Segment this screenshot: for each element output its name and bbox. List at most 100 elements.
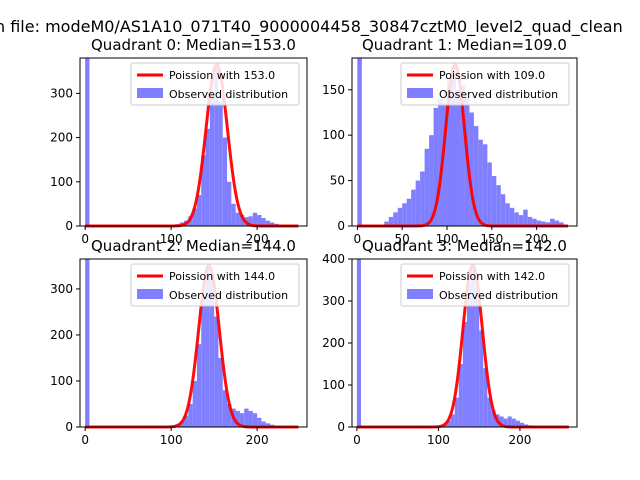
y-tick-label: 50 bbox=[330, 174, 345, 188]
y-tick-label: 0 bbox=[65, 420, 73, 434]
histogram-bar bbox=[471, 265, 476, 427]
histogram-bar bbox=[235, 410, 240, 427]
y-tick-label: 100 bbox=[322, 378, 345, 392]
histogram-bar bbox=[519, 422, 525, 427]
histogram-bar bbox=[523, 209, 528, 226]
histogram-bar bbox=[424, 148, 430, 226]
histogram-bar bbox=[201, 298, 206, 427]
histogram-bar bbox=[227, 181, 232, 226]
histogram-bar bbox=[415, 180, 421, 226]
histogram-bar bbox=[196, 344, 202, 427]
histogram-bar bbox=[491, 410, 496, 427]
histogram-bar bbox=[196, 195, 202, 226]
legend-hist-swatch bbox=[407, 88, 433, 98]
histogram-bar bbox=[447, 80, 452, 226]
y-tick-label: 100 bbox=[50, 374, 73, 388]
histogram-bar bbox=[356, 259, 361, 427]
histogram-bar bbox=[257, 417, 262, 427]
y-tick-label: 300 bbox=[322, 294, 345, 308]
histogram-bar bbox=[451, 67, 456, 226]
histogram-bar bbox=[192, 208, 197, 226]
histogram-bar bbox=[527, 216, 533, 226]
y-tick-label: 100 bbox=[322, 128, 345, 142]
y-tick-label: 300 bbox=[50, 282, 73, 296]
histogram-bar bbox=[518, 215, 524, 226]
histogram-bar bbox=[265, 423, 271, 427]
x-tick-label: 100 bbox=[436, 232, 459, 246]
histogram-bar bbox=[514, 212, 519, 226]
histogram-bar bbox=[496, 185, 501, 226]
legend: Poission with 142.0 Observed distribution bbox=[400, 263, 570, 307]
histogram-bar bbox=[475, 288, 480, 427]
x-tick-label: 100 bbox=[160, 232, 183, 246]
histogram-bar bbox=[244, 408, 249, 427]
legend: Poission with 109.0 Observed distribution bbox=[400, 62, 570, 106]
axes-frame bbox=[351, 57, 578, 227]
histogram-bar bbox=[532, 218, 537, 226]
histogram-bar bbox=[205, 128, 210, 226]
histogram-bar bbox=[500, 194, 506, 226]
histogram-bar bbox=[433, 107, 439, 226]
panel-title: Quadrant 2: Median=144.0 bbox=[91, 237, 296, 255]
legend-line-label: Poission with 142.0 bbox=[439, 270, 545, 283]
histogram-bar bbox=[446, 420, 451, 427]
histogram-bar bbox=[209, 93, 215, 227]
legend-hist-label: Observed distribution bbox=[439, 88, 558, 101]
histogram-bar bbox=[261, 218, 266, 226]
panel-quadrant-2: 0 100 200 0 100 200 300 Quadrant 2: Median=144.… bbox=[50, 237, 308, 447]
x-tick-label: 100 bbox=[427, 433, 450, 447]
histogram-bar bbox=[192, 380, 197, 427]
histogram-bar bbox=[270, 222, 275, 226]
histogram-bar bbox=[184, 415, 189, 427]
legend-hist-label: Observed distribution bbox=[169, 289, 288, 302]
histogram-bar bbox=[201, 155, 206, 226]
histogram-bar bbox=[227, 403, 232, 427]
histogram-bar bbox=[515, 420, 520, 427]
histogram-bar bbox=[458, 364, 463, 427]
legend-hist-swatch bbox=[407, 289, 433, 299]
histogram-bar bbox=[482, 144, 488, 226]
axes-frame bbox=[79, 57, 308, 227]
histogram-bar bbox=[420, 171, 425, 226]
panel-quadrant-1: 0 50 100 150 200 0 50 100 150 Quadrant 1: Median=… bbox=[322, 36, 578, 246]
histogram-bar bbox=[85, 58, 90, 226]
histogram-bar bbox=[239, 413, 245, 427]
legend-hist-swatch bbox=[137, 289, 163, 299]
legend-line-label: Poission with 153.0 bbox=[169, 69, 275, 82]
histogram-bar bbox=[252, 212, 258, 226]
x-tick-label: 200 bbox=[508, 433, 531, 447]
histogram-bar bbox=[462, 322, 467, 427]
legend-hist-label: Observed distribution bbox=[169, 88, 288, 101]
histogram-bar bbox=[411, 189, 416, 226]
y-tick-label: 0 bbox=[337, 420, 345, 434]
histogram-bar bbox=[357, 58, 362, 226]
histogram-bar bbox=[265, 220, 271, 226]
histogram-bar bbox=[505, 203, 510, 226]
panel-title: Quadrant 0: Median=153.0 bbox=[91, 36, 296, 54]
panel-title: Quadrant 1: Median=109.0 bbox=[362, 36, 567, 54]
histogram-bar bbox=[483, 368, 488, 427]
histogram-bar bbox=[222, 390, 228, 427]
legend-box bbox=[400, 62, 570, 106]
legend-line-label: Poission with 144.0 bbox=[169, 270, 275, 283]
histogram-bar bbox=[257, 214, 262, 226]
x-tick-label: 0 bbox=[81, 433, 89, 447]
x-tick-label: 200 bbox=[525, 232, 548, 246]
histogram-bar bbox=[205, 265, 210, 427]
histogram-bar bbox=[252, 413, 258, 427]
y-tick-label: 100 bbox=[50, 175, 73, 189]
histogram-bar bbox=[487, 162, 492, 226]
y-tick-label: 200 bbox=[50, 328, 73, 342]
histogram-bar bbox=[469, 112, 474, 226]
histogram-bar bbox=[503, 418, 508, 427]
histogram-bar bbox=[554, 220, 560, 226]
legend: Poission with 144.0 Observed distribution bbox=[130, 263, 300, 307]
x-tick-label: 100 bbox=[160, 433, 183, 447]
x-tick-label: 200 bbox=[246, 433, 269, 447]
histogram-bar bbox=[402, 203, 407, 226]
x-tick-label: 150 bbox=[480, 232, 503, 246]
histogram-bar bbox=[559, 222, 564, 226]
panel-title: Quadrant 3: Median=142.0 bbox=[362, 237, 567, 255]
